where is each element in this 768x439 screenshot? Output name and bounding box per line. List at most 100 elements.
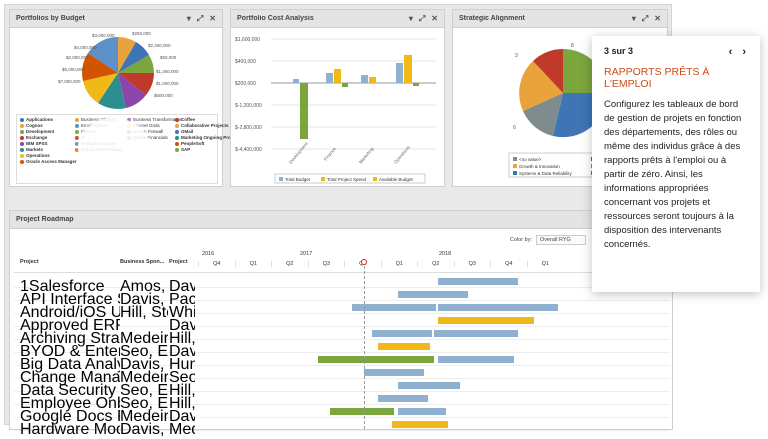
bar	[404, 55, 412, 83]
chevron-down-icon[interactable]: ▾	[186, 13, 191, 23]
gantt-bar[interactable]	[438, 278, 518, 285]
chevron-down-icon[interactable]: ▾	[631, 13, 636, 23]
cell-sponsor: Davis, Kristen	[120, 421, 168, 438]
table-row[interactable]: Approved ERP Upgrade Davis, K	[14, 314, 670, 334]
table-row[interactable]: API Interface Set UpDavis, KristenPackeb	[14, 288, 670, 308]
pie-label: $2,400,000	[148, 43, 171, 48]
cell-sponsor: Davis, Kristen	[120, 291, 168, 308]
cell-project: Employee Onboarding System Set Up	[20, 395, 120, 412]
table-row[interactable]: Hardware ModernizationDavis, KristenMede…	[14, 418, 670, 438]
quarter-label: Q1	[526, 261, 564, 267]
x-tick-label: Finance	[323, 146, 337, 162]
legend-label: Total Budget	[285, 177, 311, 182]
pie-label: $4,000,000	[74, 45, 97, 50]
gantt-bar[interactable]	[352, 304, 436, 311]
expand-icon[interactable]: ⤢	[418, 13, 426, 23]
gantt-bar[interactable]	[438, 317, 534, 324]
close-icon[interactable]: ✕	[431, 13, 438, 23]
cell-manager: Seo, Elli	[169, 369, 195, 386]
pie-slice	[118, 42, 149, 73]
table-row[interactable]: Data Security Review and UpgradeSeo, Ell…	[14, 379, 670, 399]
quarter-label: Q2	[271, 261, 308, 267]
year-label: 2016	[202, 251, 215, 257]
gantt-bar[interactable]	[398, 408, 446, 415]
cell-manager: White, J	[169, 304, 195, 321]
y-tick-label: $200,000	[235, 81, 256, 87]
pie-label: 8	[571, 43, 574, 49]
bar	[334, 69, 341, 83]
color-by-control: Color by: Overall RYG	[510, 235, 586, 245]
gantt-bar[interactable]	[438, 356, 514, 363]
cell-project: Hardware Modernization	[20, 421, 120, 438]
tooltip-title: RAPPORTS PRÊTS À L'EMPLOI	[604, 66, 710, 90]
gantt-bar[interactable]	[434, 330, 518, 337]
y-tick-label: $-1,200,000	[235, 103, 262, 109]
cell-manager: Davis, K	[169, 343, 195, 360]
cell-manager: Davis, K	[169, 408, 195, 425]
gantt-bar[interactable]	[398, 382, 460, 389]
table-row[interactable]: Big Data AnalysisDavis, KristenHunting	[14, 353, 670, 373]
table-row[interactable]: Archiving StrategyMedeiros, KristynHill,…	[14, 327, 670, 347]
y-tick-label: $400,000	[235, 59, 256, 65]
prev-arrow-icon[interactable]: ‹	[728, 46, 733, 58]
column-header[interactable]: Business Spon...	[120, 259, 165, 265]
color-by-select[interactable]: Overall RYG	[536, 235, 586, 245]
pie-label: $1,000,000	[156, 81, 179, 86]
close-icon[interactable]: ✕	[209, 13, 216, 23]
gantt-bar[interactable]	[438, 304, 558, 311]
pie-slice	[88, 36, 118, 73]
close-icon[interactable]: ✕	[654, 13, 661, 23]
gantt-bar[interactable]	[318, 356, 434, 363]
table-row[interactable]: 1Salesforce Amos, JeffDavis, K	[14, 275, 670, 295]
table-row[interactable]: Android/iOS Upgrade ProjectHill, Stephen…	[14, 301, 670, 321]
roadmap-panel-title: Project Roadmap	[16, 216, 74, 223]
x-tick-label: Operations	[393, 144, 411, 165]
chevron-down-icon[interactable]: ▾	[408, 13, 413, 23]
pie-slice	[519, 61, 563, 111]
budget-panel-title: Portfolios by Budget	[16, 15, 85, 22]
column-header[interactable]: Project	[20, 259, 39, 265]
cell-project: BYOD & Enterprise Mobility	[20, 343, 120, 360]
strategic-panel-title: Strategic Alignment	[459, 15, 525, 22]
expand-icon[interactable]: ⤢	[196, 13, 204, 23]
table-row[interactable]: Google Docs Roll-OutMedeiros, KristynDav…	[14, 405, 670, 425]
bar	[342, 83, 348, 87]
y-tick-label: $-4,400,000	[235, 147, 262, 153]
cell-manager: Medeiro	[169, 421, 195, 438]
gantt-bar[interactable]	[398, 291, 468, 298]
table-row[interactable]: Change Management Process RolloutMedeiro…	[14, 366, 670, 386]
pie-slice	[118, 73, 146, 108]
pie-label: 3	[515, 53, 518, 59]
gantt-bar[interactable]	[378, 395, 428, 402]
column-header[interactable]: Project	[169, 259, 188, 265]
cell-project: Google Docs Roll-Out	[20, 408, 120, 425]
pie-slice	[82, 53, 118, 81]
pie-slice	[533, 49, 563, 93]
cell-project: 1Salesforce	[20, 278, 105, 295]
expand-icon[interactable]: ⤢	[641, 13, 649, 23]
table-row[interactable]: Employee Onboarding System Set UpSeo, El…	[14, 392, 670, 412]
cell-project: Data Security Review and Upgrade	[20, 382, 120, 399]
onboarding-tooltip: 3 sur 3 ‹ › RAPPORTS PRÊTS À L'EMPLOI Co…	[592, 36, 760, 292]
gantt-bar[interactable]	[364, 369, 424, 376]
cell-project: Archiving Strategy	[20, 330, 120, 347]
quarter-label: Q3	[453, 261, 491, 267]
pie-label: $5,000,000	[62, 67, 85, 72]
gantt-bar[interactable]	[330, 408, 394, 415]
cell-sponsor: Amos, Jeff	[120, 278, 168, 295]
next-arrow-icon[interactable]: ›	[742, 46, 746, 58]
pie-label: $3,000,000	[92, 33, 115, 38]
bar	[293, 79, 299, 83]
cell-manager: Hunting	[169, 356, 195, 373]
cost-bar-chart: $1,600,000 $400,000 $200,000 $-1,200,000…	[235, 37, 436, 184]
cell-sponsor: Seo, Elli	[120, 343, 168, 360]
today-marker	[361, 259, 367, 265]
gantt-bar[interactable]	[378, 343, 430, 350]
table-row[interactable]: BYOD & Enterprise MobilitySeo, ElliDavis…	[14, 340, 670, 360]
pie-slice	[98, 73, 126, 109]
gantt-bar[interactable]	[372, 330, 432, 337]
gantt-bar[interactable]	[392, 421, 448, 428]
today-line	[364, 261, 365, 429]
roadmap-panel: Project Roadmap Color by: Overall RYG Pr…	[9, 210, 673, 438]
svg-text:Growth & Innovation: Growth & Innovation	[519, 164, 560, 169]
